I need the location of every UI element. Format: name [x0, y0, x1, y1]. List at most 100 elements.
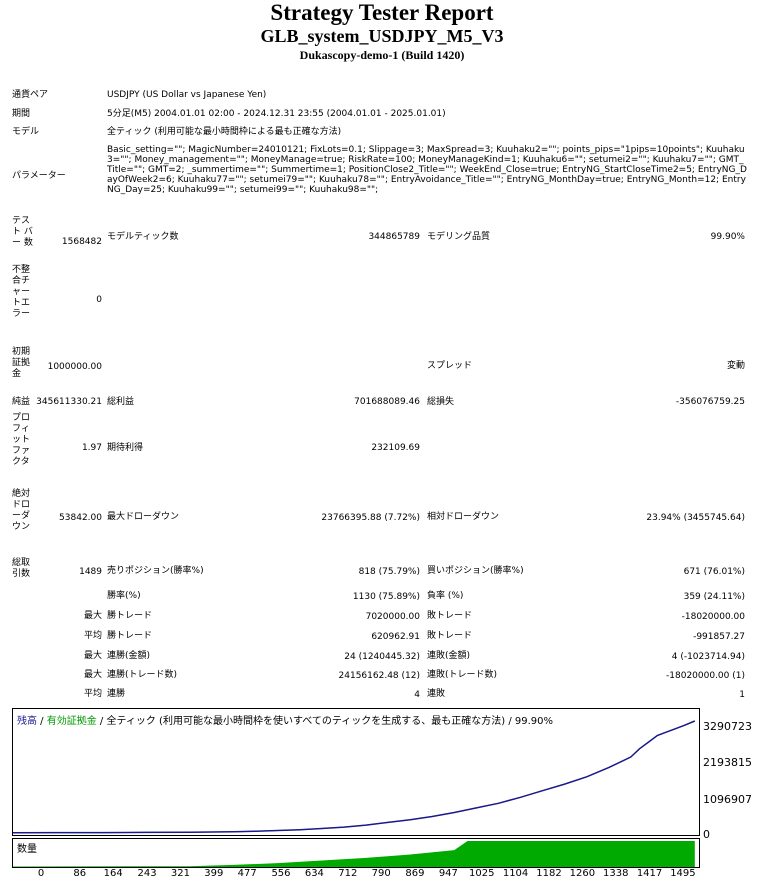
mismatch-value: 0 [96, 295, 102, 305]
quality-label: モデリング品質 [427, 232, 491, 242]
bars-label: テスト バー 数 [12, 216, 33, 248]
rel-dd-label: 相対ドローダウン [427, 512, 500, 522]
largest-win-value: 7020000.00 [365, 612, 420, 622]
quality-value: 99.90% [710, 232, 745, 242]
volume-area [13, 841, 695, 867]
x-tick: 1338 [602, 868, 629, 879]
params-label: パラメーター [12, 171, 66, 181]
deposit-label: 初期証拠金 [12, 347, 31, 379]
avg-consec-win-value: 4 [414, 690, 420, 700]
legend-model: 全ティック (利用可能な最小時間枠を使いすべてのティックを生成する、最も正確な方… [106, 716, 509, 727]
period-value: 5分足(M5) 2004.01.01 02:00 - 2024.12.31 23… [107, 109, 446, 119]
short-label: 売りポジション(勝率%) [107, 566, 204, 576]
gross-profit-label: 総利益 [107, 397, 135, 407]
x-tick: 869 [405, 868, 425, 879]
payoff-value: 232109.69 [371, 443, 420, 453]
x-tick: 164 [103, 868, 123, 879]
y-tick-3: 0 [703, 828, 710, 841]
winrate-value: 1130 (75.89%) [352, 592, 420, 602]
mismatch-label: 不整合チャートエラー [12, 265, 31, 319]
legend-sep-2: / [96, 716, 107, 727]
largest-loss-value: -18020000.00 [681, 612, 745, 622]
consec-wins-amt-label: 連勝(金額) [107, 651, 151, 661]
largest-loss-label: 敗トレード [427, 611, 473, 621]
x-tick: 86 [73, 868, 87, 879]
y-tick-2: 1096907 [703, 793, 752, 806]
gross-loss-value: -356076759.25 [675, 397, 745, 407]
period-label: 期間 [12, 109, 31, 119]
avg-consec-loss-label: 連敗 [427, 689, 446, 699]
equity-line [13, 720, 695, 834]
consec-lossamt-value: -18020000.00 (1) [666, 671, 745, 681]
legend-equity: 有効証拠金 [46, 716, 97, 727]
model-value: 全ティック (利用可能な最小時間枠による最も正確な方法) [107, 127, 342, 137]
symbol-label: 通貨ペア [12, 90, 49, 100]
x-tick: 477 [237, 868, 257, 879]
gross-profit-value: 701688089.46 [354, 397, 420, 407]
max-dd-label: 最大ドローダウン [107, 512, 180, 522]
x-tick: 790 [371, 868, 391, 879]
x-tick: 321 [170, 868, 190, 879]
x-tick: 243 [137, 868, 157, 879]
avg-consec-loss-value: 1 [739, 690, 745, 700]
symbol-value: USDJPY (US Dollar vs Japanese Yen) [107, 90, 267, 100]
avg-label-2: 平均 [83, 689, 102, 699]
short-value: 818 (75.79%) [358, 567, 420, 577]
avg-win-label: 勝トレード [107, 631, 153, 641]
rel-dd-value: 23.94% (3455745.64) [646, 513, 745, 523]
x-tick: 712 [338, 868, 358, 879]
consec-loss-amt-value: 4 (-1023714.94) [671, 652, 745, 662]
chart-legend: 残高 / 有効証拠金 / 全ティック (利用可能な最小時間枠を使いすべてのティッ… [17, 712, 553, 727]
lossrate-label: 負率 (%) [427, 591, 464, 601]
balance-plot [13, 720, 696, 834]
avg-loss-label: 敗トレード [427, 631, 473, 641]
spread-value: 変動 [726, 361, 745, 371]
server-name: Dukascopy-demo-1 (Build 1420) [299, 48, 465, 62]
pf-value: 1.97 [81, 443, 102, 453]
x-tick: 1025 [469, 868, 495, 879]
volume-plot [13, 841, 695, 867]
x-tick: 1260 [569, 868, 596, 879]
trades-label: 総取引数 [12, 558, 31, 579]
balance-line [13, 720, 696, 834]
max-dd-value: 23766395.88 (7.72%) [321, 513, 420, 523]
x-tick: 556 [271, 868, 291, 879]
bars-value: 1568482 [61, 237, 102, 247]
legend-sep-1: / [37, 716, 47, 727]
ticks-value: 344865789 [368, 232, 420, 242]
volume-label: 数量 [17, 844, 37, 855]
x-tick: 947 [438, 868, 458, 879]
consec-profit-value: 24156162.48 (12) [338, 671, 420, 681]
consec-wins-amt-value: 24 (1240445.32) [344, 652, 420, 662]
y-tick-1: 2193815 [703, 756, 752, 769]
max-label-1: 最大 [83, 611, 102, 621]
trades-value: 1489 [79, 567, 102, 577]
legend-balance: 残高 [17, 716, 37, 727]
volume-chart: 数量 [12, 838, 700, 868]
report-subtitle: GLB_system_USDJPY_M5_V3 [260, 26, 504, 46]
x-tick: 1182 [536, 868, 562, 879]
lossrate-value: 359 (24.11%) [683, 592, 745, 602]
x-tick: 1417 [636, 868, 663, 879]
consec-lossamt-label: 連敗(トレード数) [427, 670, 498, 680]
net-value: 345611330.21 [36, 397, 102, 407]
consec-loss-amt-label: 連敗(金額) [427, 651, 471, 661]
x-tick: 1104 [502, 868, 529, 879]
spread-label: スプレッド [427, 361, 473, 371]
winrate-label: 勝率(%) [107, 591, 141, 601]
legend-quality: / 99.90% [508, 716, 554, 727]
largest-win-label: 勝トレード [107, 611, 153, 621]
max-label-2: 最大 [83, 651, 102, 661]
pf-label: プロフィットファクタ [12, 413, 31, 467]
abs-dd-label: 絶対ドローダウン [12, 489, 31, 532]
x-tick: 634 [304, 868, 324, 879]
long-label: 買いポジション(勝率%) [427, 566, 524, 576]
gross-loss-label: 総損失 [427, 397, 455, 407]
report-title: Strategy Tester Report [270, 0, 494, 25]
ticks-label: モデルティック数 [107, 232, 179, 242]
x-tick: 1495 [670, 868, 696, 879]
avg-consec-win-label: 連勝 [107, 689, 126, 699]
net-label: 純益 [12, 397, 31, 407]
x-tick: 399 [204, 868, 224, 879]
avg-win-value: 620962.91 [371, 632, 420, 642]
